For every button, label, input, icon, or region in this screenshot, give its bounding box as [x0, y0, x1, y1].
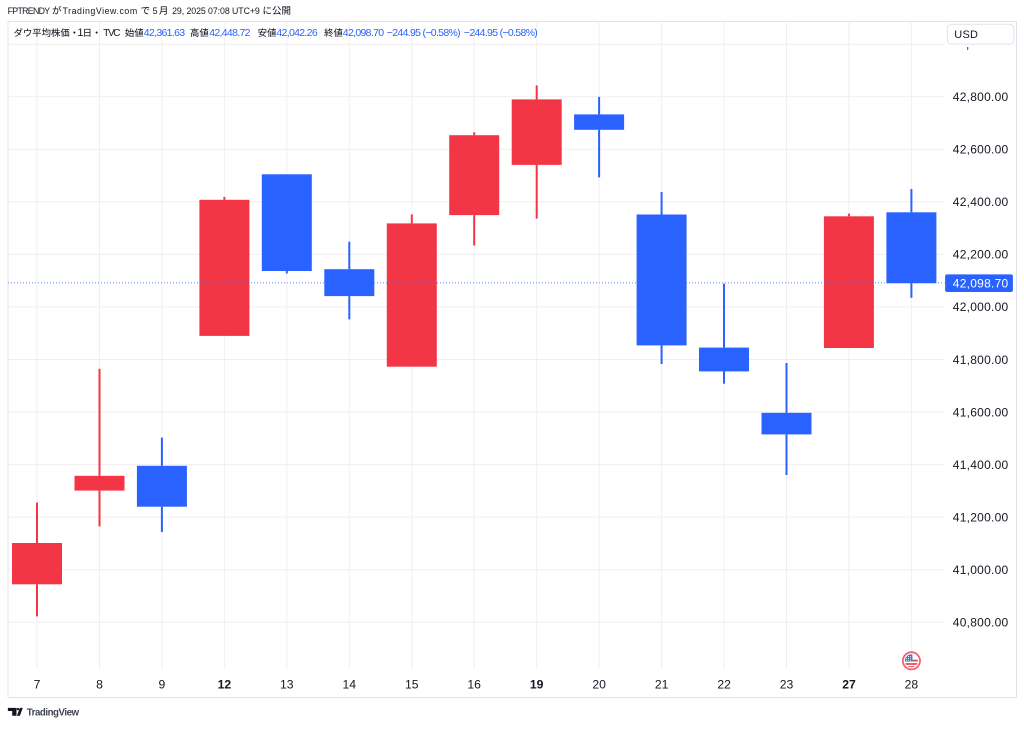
svg-text:42,800.00: 42,800.00 [953, 90, 1009, 104]
svg-text:40,800.00: 40,800.00 [953, 616, 1009, 630]
svg-text:16: 16 [467, 677, 481, 691]
svg-text:29, 2025 07:08 UTC+9: 29, 2025 07:08 UTC+9 [172, 6, 260, 16]
svg-text:TVC: TVC [103, 28, 120, 39]
svg-text:41,200.00: 41,200.00 [953, 510, 1009, 524]
svg-text:12: 12 [218, 677, 232, 691]
svg-text:41,000.00: 41,000.00 [953, 563, 1009, 577]
svg-text:41,400.00: 41,400.00 [953, 458, 1009, 472]
svg-text:19: 19 [530, 677, 544, 691]
svg-text:41,600.00: 41,600.00 [953, 405, 1009, 419]
svg-text:13: 13 [280, 677, 294, 691]
svg-text:42,361.63: 42,361.63 [144, 27, 185, 39]
svg-text:21: 21 [655, 677, 669, 691]
svg-text:−244.95 (−0.58%): −244.95 (−0.58%) [464, 27, 537, 39]
svg-text:42,098.70: 42,098.70 [953, 277, 1009, 291]
svg-text:27: 27 [842, 677, 856, 691]
svg-text:FPTRENDY: FPTRENDY [8, 6, 51, 16]
svg-text:8: 8 [96, 677, 103, 691]
svg-text:42,098.70: 42,098.70 [343, 27, 384, 39]
svg-text:14: 14 [343, 677, 357, 691]
svg-text:TradingView: TradingView [27, 707, 80, 718]
svg-text:USD: USD [954, 29, 978, 41]
svg-text:TradingView.com: TradingView.com [63, 6, 138, 16]
svg-text:20: 20 [592, 677, 606, 691]
svg-text:42,200.00: 42,200.00 [953, 248, 1009, 262]
svg-text:42,400.00: 42,400.00 [953, 195, 1009, 209]
svg-text:28: 28 [905, 677, 919, 691]
svg-text:42,042.26: 42,042.26 [276, 27, 317, 39]
svg-text:−244.95 (−0.58%): −244.95 (−0.58%) [387, 27, 460, 39]
svg-text:15: 15 [405, 677, 419, 691]
svg-text:22: 22 [717, 677, 731, 691]
svg-text:5: 5 [153, 6, 158, 16]
svg-text:9: 9 [159, 677, 166, 691]
svg-text:7: 7 [34, 677, 41, 691]
svg-text:42,448.72: 42,448.72 [209, 27, 250, 39]
svg-text:42,000.00: 42,000.00 [953, 300, 1009, 314]
svg-text:1: 1 [77, 27, 83, 39]
svg-text:42,600.00: 42,600.00 [953, 143, 1009, 157]
svg-text:41,800.00: 41,800.00 [953, 353, 1009, 367]
svg-text:23: 23 [780, 677, 794, 691]
